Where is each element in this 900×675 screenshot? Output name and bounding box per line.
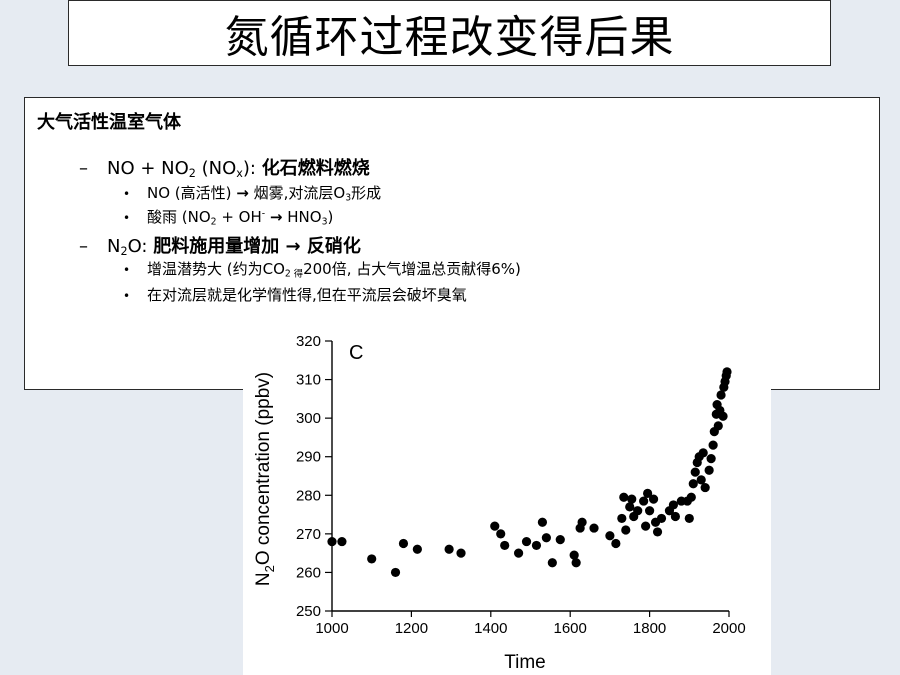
y-tick-label: 250 [296, 603, 321, 620]
y-tick-label: 320 [296, 333, 321, 350]
data-point [569, 550, 579, 560]
data-point [633, 506, 643, 516]
data-point [670, 511, 681, 522]
bullet-dot: • [123, 263, 131, 277]
bullet-dot: • [123, 187, 131, 201]
nox-source: 化石燃料燃烧 [261, 158, 370, 179]
x-tick-label: 1600 [554, 620, 587, 637]
arrow-icon: → [285, 236, 301, 257]
data-point [722, 367, 732, 377]
section-heading: 大气活性温室气体 [37, 112, 181, 133]
data-point [617, 513, 627, 524]
data-point [652, 527, 663, 537]
data-point [690, 467, 700, 477]
bullet-n2o: – N2O: 肥料施用量增加 → 反硝化 [79, 236, 361, 258]
data-point [684, 513, 694, 524]
data-point [648, 494, 659, 504]
data-point [589, 523, 599, 533]
title-box: 氮循环过程改变得后果 [68, 0, 831, 66]
data-point [639, 496, 649, 506]
data-point [398, 538, 409, 549]
data-point [698, 448, 708, 458]
data-point [700, 482, 710, 493]
data-point [577, 517, 587, 527]
y-tick-label: 260 [296, 564, 321, 581]
data-point [619, 492, 629, 502]
sub-bullet-acid-rain: • 酸雨 (NO2 + OH- → HNO3) [123, 208, 334, 228]
panel-label: C [349, 342, 363, 364]
data-point [716, 390, 726, 400]
data-point [496, 529, 506, 539]
arrow-icon: → [236, 184, 249, 202]
x-tick-label: 1200 [395, 620, 428, 637]
data-point [367, 554, 377, 564]
x-tick-label: 1000 [315, 620, 348, 637]
arrow-icon: → [269, 208, 283, 226]
slide-title: 氮循环过程改变得后果 [224, 12, 675, 63]
data-point [571, 558, 581, 568]
data-point [656, 513, 667, 524]
dash-marker: – [79, 236, 88, 257]
n2o-chart: 250 260 270 280 290 300 310 320 1000 1200 1400 1600… [243, 323, 771, 675]
bullet-dot: • [123, 211, 131, 225]
data-point [718, 411, 728, 421]
sub-bullet-ozone: • 在对流层就是化学惰性得,但在平流层会破坏臭氧 [123, 286, 467, 304]
y-tick-label: 300 [296, 410, 321, 427]
data-point [541, 533, 551, 543]
data-point [668, 500, 679, 510]
data-point [490, 521, 500, 531]
data-point [706, 454, 716, 464]
sub-bullet-gwp: • 增温潜势大 (约为CO2 得200倍, 占大气增温总贡献得6%) [123, 260, 521, 280]
data-point [513, 548, 524, 558]
data-point [645, 506, 655, 516]
x-tick-label: 1400 [474, 620, 507, 637]
data-point [611, 538, 621, 549]
data-point [708, 440, 718, 450]
y-tick-label: 270 [296, 526, 321, 543]
data-point [500, 540, 510, 551]
data-point [390, 567, 401, 578]
data-point [713, 421, 723, 431]
x-tick-label: 1800 [633, 620, 666, 637]
data-point [337, 536, 347, 547]
data-point [641, 521, 651, 531]
bullet-nox: – NO + NO2 (NOx): 化石燃料燃烧 [79, 158, 370, 180]
data-point [621, 525, 631, 535]
data-point [643, 488, 653, 498]
chart-points [327, 367, 732, 578]
data-point [547, 558, 557, 568]
y-tick-label: 310 [296, 372, 321, 389]
bullet-dot: • [123, 289, 131, 303]
y-tick-label: 280 [296, 487, 321, 504]
chart-svg: 250 260 270 280 290 300 310 320 1000 1200 1400 1600… [253, 333, 746, 673]
dash-marker: – [79, 158, 88, 179]
data-point [704, 465, 714, 475]
data-point [696, 475, 706, 485]
data-point [605, 531, 615, 541]
data-point [688, 479, 698, 489]
x-axis-title: Time [504, 652, 546, 673]
sub-bullet-no-smog: • NO (高活性) → 烟雾,对流层O3形成 [123, 184, 382, 204]
data-point [444, 544, 454, 554]
y-tick-label: 290 [296, 449, 321, 466]
data-point [625, 502, 635, 512]
y-axis-title: N2O concentration (ppbv) [253, 372, 277, 586]
data-point [686, 492, 696, 502]
data-point [456, 548, 466, 558]
data-point [412, 544, 422, 554]
data-point [521, 536, 532, 547]
x-tick-label: 2000 [712, 620, 745, 637]
chart-axes: 250 260 270 280 290 300 310 320 1000 1200 1400 1600… [296, 333, 746, 637]
data-point [327, 536, 337, 547]
data-point [555, 535, 565, 545]
data-point [531, 540, 542, 551]
data-point [627, 494, 637, 504]
data-point [537, 517, 548, 527]
